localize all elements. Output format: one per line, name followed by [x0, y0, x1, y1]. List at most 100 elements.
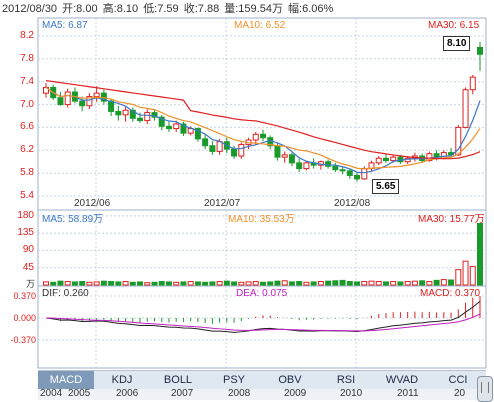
candle-body — [202, 138, 209, 147]
candle-body — [115, 110, 122, 116]
volume-bar — [462, 260, 469, 286]
candle-body — [332, 165, 339, 171]
candle-body — [390, 156, 397, 162]
volume-bar — [477, 223, 483, 286]
volume-bar — [245, 281, 252, 286]
timeline-year: 2005 — [68, 388, 91, 399]
high-price-marker: 8.10 — [443, 36, 471, 51]
volume-y-tick: 90 — [22, 244, 34, 256]
tab-psy[interactable]: PSY — [222, 374, 245, 386]
candle-body — [354, 174, 361, 180]
panel-frame — [37, 17, 487, 211]
volume-bar — [129, 281, 136, 286]
volume-bar — [455, 269, 462, 286]
candle-body — [173, 123, 180, 130]
price-y-tick: 8.2 — [20, 30, 34, 41]
quote-info-bar: 2012/08/30 开:8.00 高:8.10 低:7.59 收:7.88 量… — [0, 0, 494, 18]
candle-body — [281, 154, 288, 158]
macd-dea-label: DEA: 0.075 — [236, 288, 288, 299]
price-x-tick: 2012/06 — [74, 198, 111, 209]
tab-cci[interactable]: CCI — [448, 374, 468, 386]
volume-bar — [317, 281, 324, 286]
volume-bar — [346, 281, 353, 286]
candle-body — [296, 162, 303, 170]
timeline-scrollbar[interactable]: 20 2011 2010 2009 2008 2007 2006 2005 2004 — [38, 376, 493, 402]
volume-bar — [426, 281, 433, 286]
tab-boll[interactable]: BOLL — [163, 374, 193, 386]
volume-bar — [57, 280, 64, 286]
candle-body — [93, 92, 100, 98]
candle-body — [209, 145, 216, 152]
candle-body — [165, 125, 172, 130]
panel-frame — [37, 209, 487, 287]
volume-bar — [354, 281, 361, 286]
candle-body — [462, 89, 469, 128]
volume-bar — [375, 281, 382, 286]
candle-body — [325, 161, 332, 167]
dea-line — [45, 313, 481, 332]
price-y-tick: 5.4 — [20, 190, 34, 201]
volume-bar — [137, 281, 144, 286]
volume-bar — [194, 281, 201, 286]
candle-body — [382, 157, 389, 162]
candle-body — [303, 162, 310, 170]
tab-kdj[interactable]: KDJ — [111, 374, 133, 386]
volume-bar — [144, 282, 151, 286]
tab-rsi[interactable]: RSI — [336, 374, 356, 386]
volume-bar — [216, 281, 223, 286]
macd-value-label: MACD: 0.370 — [420, 288, 481, 299]
candle-body — [194, 128, 201, 140]
quote-date: 2012/08/30 — [2, 3, 58, 15]
volume-bar — [281, 280, 288, 286]
candle-body — [455, 126, 462, 156]
tab-wvad[interactable]: WVAD — [385, 374, 419, 386]
volume-bar — [303, 281, 310, 286]
volume-bar — [288, 281, 295, 286]
volume-bar — [223, 280, 230, 286]
candle-body — [231, 148, 238, 157]
volume-bar — [274, 280, 281, 286]
quote-open: 开:8.00 — [62, 3, 98, 15]
candle-body — [346, 170, 353, 176]
volume-bar — [71, 281, 78, 286]
grip-icon — [481, 382, 489, 393]
dif-line — [45, 300, 481, 333]
volume-bar — [252, 281, 259, 286]
candle-body — [238, 144, 245, 157]
quote-low: 低:7.59 — [143, 3, 179, 15]
macd-dif-label: DIF: 0.260 — [42, 288, 89, 299]
volume-bar — [79, 281, 86, 286]
volume-bar — [151, 281, 158, 286]
stock-chart[interactable] — [0, 0, 494, 370]
tab-macd[interactable]: MACD — [38, 371, 94, 389]
price-ma5-label: MA5: 6.87 — [42, 20, 88, 31]
volume-bar — [43, 281, 49, 286]
candle-body — [129, 109, 136, 119]
candle-body — [57, 97, 64, 106]
volume-bar — [100, 280, 107, 286]
volume-bar — [231, 281, 238, 286]
moving-average-lines — [45, 79, 481, 174]
ma30-line — [45, 79, 481, 160]
volume-bar — [180, 281, 187, 286]
volume-ma5-label: MA5: 58.89万 — [42, 214, 104, 225]
tab-obv[interactable]: OBV — [278, 374, 302, 386]
timeline-handle[interactable] — [477, 376, 493, 402]
volume-bar — [390, 281, 397, 286]
volume-bar — [173, 281, 180, 286]
candle-body — [158, 116, 165, 127]
volume-bar — [310, 281, 317, 286]
volume-bar — [238, 281, 245, 286]
candle-body — [137, 117, 144, 122]
quote-close: 收:7.88 — [183, 3, 220, 15]
volume-ma10-label: MA10: 35.53万 — [228, 214, 295, 225]
volume-y-tick: 135 — [17, 227, 34, 239]
ma5-line — [45, 86, 481, 174]
volume-bar — [64, 281, 71, 286]
volume-bar — [209, 281, 216, 286]
volume-bar — [411, 280, 418, 286]
timeline-year: 2010 — [340, 388, 363, 399]
candle-body — [86, 96, 93, 107]
volume-bar — [86, 281, 93, 286]
volume-bar — [108, 281, 115, 286]
